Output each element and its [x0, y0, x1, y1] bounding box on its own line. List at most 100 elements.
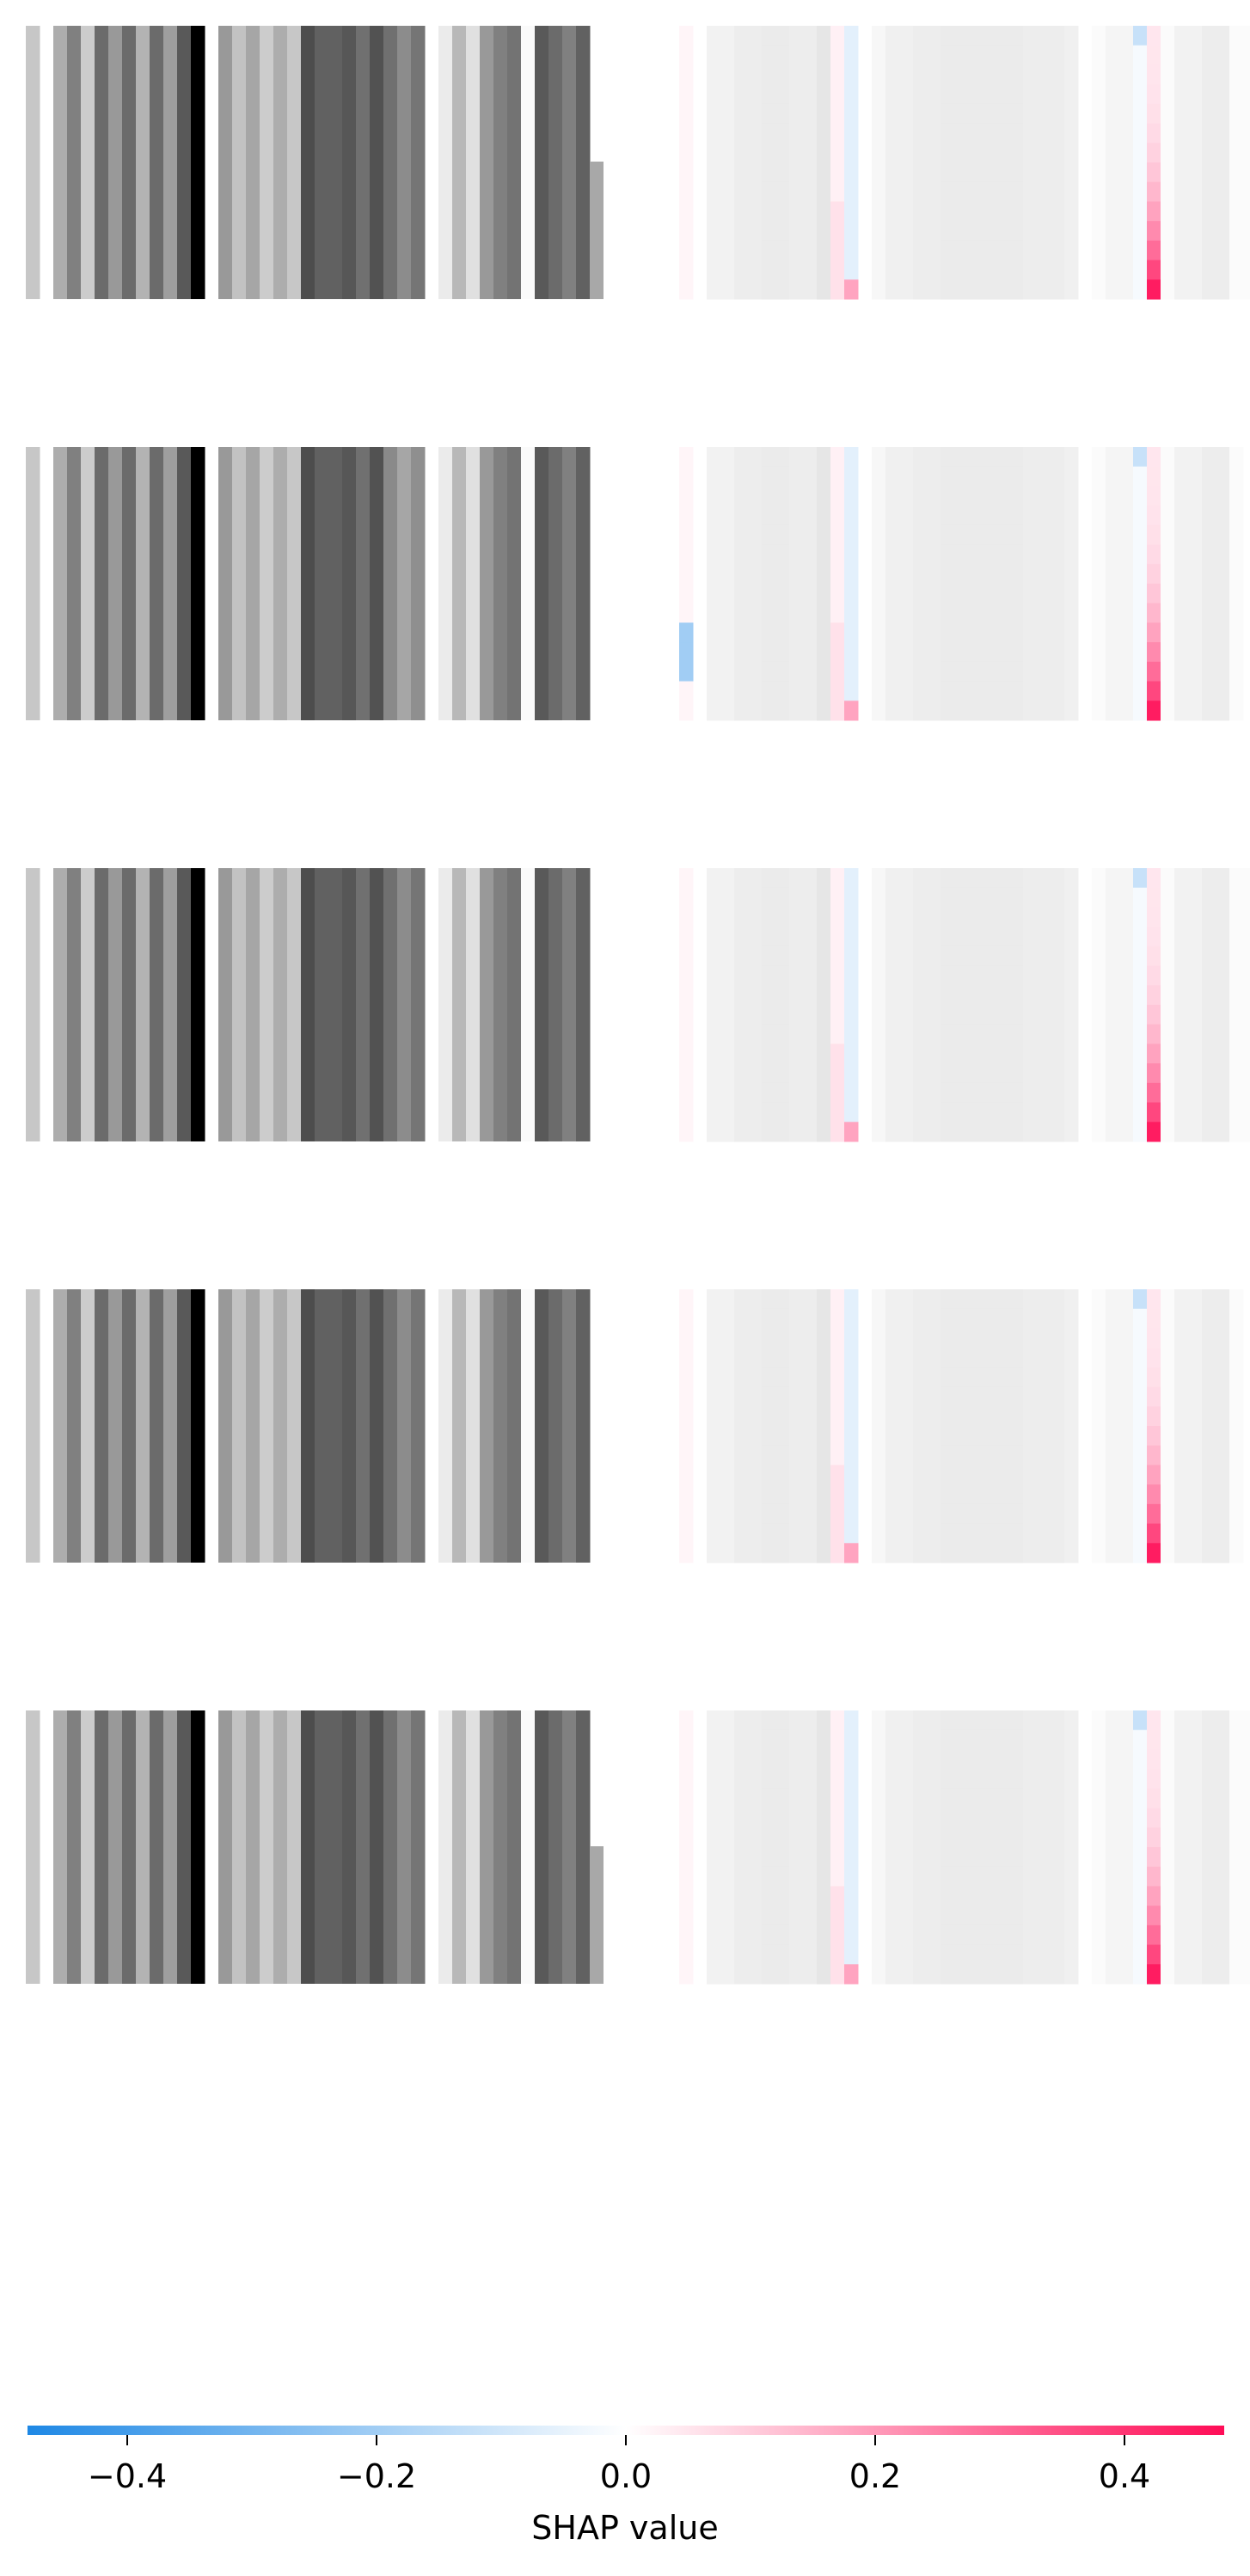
- input-column: [315, 1710, 329, 1984]
- shap-cell: [1188, 64, 1203, 85]
- shap-cell: [734, 84, 749, 105]
- shap-cell: [1229, 143, 1244, 163]
- shap-cell: [1092, 1063, 1106, 1084]
- shap-cell: [1216, 103, 1230, 125]
- shap-cell: [830, 1827, 845, 1848]
- shap-cell: [817, 240, 831, 261]
- shap-cell: [1119, 84, 1134, 105]
- shap-cell: [1188, 1426, 1203, 1447]
- shap-cell: [1229, 1769, 1244, 1790]
- shap-cell: [996, 1426, 1010, 1447]
- shap-cell: [720, 447, 735, 468]
- shap-cell: [1188, 1328, 1203, 1349]
- shap-cell: [1092, 1426, 1106, 1447]
- shap-cell: [762, 486, 776, 506]
- shap-cell: [927, 26, 941, 46]
- shap-cell: [1161, 103, 1175, 125]
- shap-cell: [885, 1445, 900, 1465]
- shap-cell: [1229, 505, 1244, 526]
- shap-cell: [817, 1426, 831, 1447]
- shap-cell: [1119, 260, 1134, 280]
- shap-cell: [968, 1024, 983, 1044]
- shap-cell: [817, 564, 831, 584]
- shap-cell: [927, 1944, 941, 1965]
- shap-cell: [803, 1289, 818, 1310]
- shap-cell: [941, 1964, 955, 1985]
- shap-cell: [1133, 1367, 1148, 1388]
- shap-cell: [762, 622, 776, 643]
- shap-cell: [762, 447, 776, 468]
- shap-cell: [1092, 1122, 1106, 1142]
- shap-cell: [1202, 181, 1216, 202]
- input-column: [315, 26, 329, 299]
- shap-cell: [872, 945, 886, 967]
- shap-cell: [954, 1122, 969, 1142]
- shap-cell: [1133, 1924, 1148, 1946]
- shap-cell: [913, 927, 928, 947]
- shap-cell: [1188, 1866, 1203, 1887]
- shap-cell: [1023, 162, 1038, 183]
- panel-row-2: [26, 447, 1244, 721]
- shap-cell: [1009, 622, 1024, 643]
- shap-cell: [775, 1847, 790, 1868]
- shap-cell: [1023, 1102, 1038, 1123]
- shap-cell: [748, 1944, 763, 1965]
- shap-cell: [734, 1906, 749, 1926]
- shap-cell: [803, 123, 818, 144]
- shap-cell: [885, 1328, 900, 1349]
- shap-cell: [1161, 1866, 1175, 1887]
- shap-cell: [844, 681, 859, 701]
- shap-cell: [1106, 1788, 1120, 1809]
- shap-cell: [707, 1543, 721, 1563]
- shap-cell: [899, 1523, 914, 1544]
- panel-row-1: [26, 26, 1250, 300]
- shap-cell: [748, 1827, 763, 1848]
- shap-cell: [803, 1063, 818, 1084]
- input-column: [493, 1710, 508, 1984]
- shap-cell: [1064, 1729, 1079, 1750]
- shap-cell: [1216, 260, 1230, 280]
- shap-cell: [707, 985, 721, 1006]
- shap-cell: [707, 1289, 721, 1310]
- shap-cell: [775, 466, 790, 486]
- shap-cell: [968, 123, 983, 144]
- shap-cell: [734, 260, 749, 280]
- shap-cell: [1133, 1788, 1148, 1809]
- shap-cell: [1174, 681, 1189, 701]
- shap-cell: [830, 466, 845, 486]
- shap-cell: [1174, 965, 1189, 986]
- shap-cell: [1009, 1866, 1024, 1887]
- shap-cell: [1009, 661, 1024, 682]
- shap-cell: [913, 965, 928, 986]
- shap-cell: [899, 1944, 914, 1965]
- shap-cell: [968, 143, 983, 163]
- shap-cell: [830, 1367, 845, 1388]
- shap-cell: [1174, 1289, 1189, 1310]
- shap-cell: [1064, 564, 1079, 584]
- shap-cell: [1106, 64, 1120, 85]
- shap-cell: [734, 1289, 749, 1310]
- shap-cell: [899, 1082, 914, 1104]
- shap-cell: [679, 1964, 694, 1985]
- shap-cell: [789, 1445, 804, 1465]
- shap-cell: [720, 201, 735, 222]
- shap-cell: [679, 661, 694, 682]
- shap-cell: [1188, 84, 1203, 105]
- shap-cell: [1243, 162, 1250, 183]
- shap-cell: [913, 1102, 928, 1123]
- shap-cell: [720, 965, 735, 986]
- shap-cell: [1202, 868, 1216, 889]
- shap-cell: [1174, 447, 1189, 468]
- shap-cell: [885, 564, 900, 584]
- shap-cell: [1188, 965, 1203, 986]
- shap-cell: [789, 603, 804, 623]
- shap-cell: [996, 584, 1010, 604]
- shap-cell: [1092, 1484, 1106, 1505]
- shap-cell: [1023, 103, 1038, 125]
- shap-cell: [817, 181, 831, 202]
- shap-cell: [927, 1729, 941, 1750]
- shap-cell: [1051, 123, 1065, 144]
- shap-cell: [1119, 927, 1134, 947]
- shap-cell: [1229, 1328, 1244, 1349]
- shap-cell: [1216, 1082, 1230, 1104]
